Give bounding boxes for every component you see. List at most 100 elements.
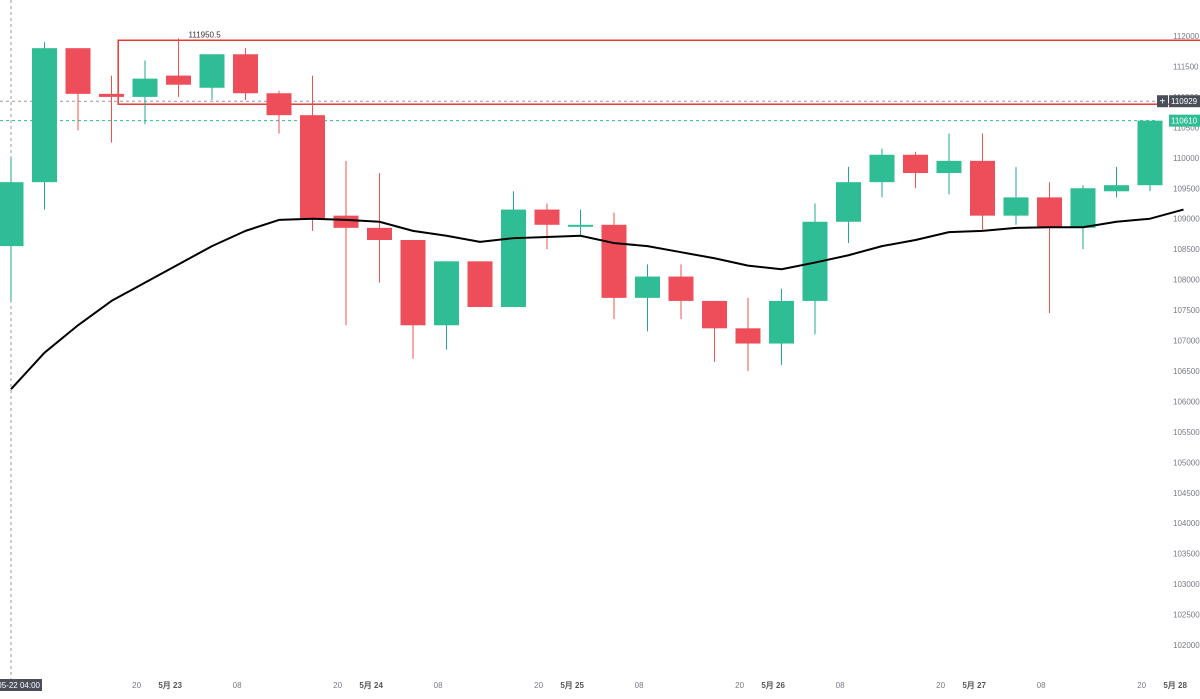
candle-up (501, 191, 526, 308)
add-alert-icon-bg (1157, 95, 1168, 108)
y-tick-label: 109000 (1173, 215, 1200, 224)
candle-body (702, 300, 727, 329)
candle-body (1037, 197, 1062, 228)
candle-body (266, 93, 292, 116)
y-axis: 1120001115001110001105001100001095001090… (1173, 32, 1200, 650)
candle-down (166, 38, 191, 97)
last-price-badge: 110610 (1169, 114, 1200, 127)
candle-body (1070, 188, 1096, 228)
candle-body (568, 224, 593, 227)
time-badge-bg (0, 679, 42, 691)
candle-up (0, 157, 24, 301)
candle-up (802, 203, 828, 335)
y-tick-label: 110500 (1173, 123, 1200, 132)
candle-down (467, 261, 493, 308)
candle-body (769, 300, 794, 344)
candle-up (635, 264, 660, 332)
candle-body (903, 154, 928, 174)
candle-body (668, 276, 694, 301)
candle-body (936, 160, 962, 174)
candle-body (501, 209, 526, 308)
candle-up (836, 166, 861, 244)
x-tick-label: 08 (434, 681, 443, 690)
candle-up (869, 148, 895, 198)
candle-body (32, 48, 57, 183)
candle-down (233, 48, 258, 100)
candle-down (400, 240, 426, 359)
y-tick-label: 106500 (1173, 367, 1200, 376)
x-tick-label: 20 (1137, 681, 1146, 690)
candle-up (32, 42, 57, 210)
candle-body (166, 75, 191, 85)
crosshair-time-badge: 2025-05-22 04:00 (0, 679, 42, 691)
candle-up (434, 261, 459, 350)
candle-up (1070, 185, 1096, 250)
candle-body (1003, 197, 1029, 216)
candle-down (367, 173, 392, 283)
price-badge-label: 110929 (1171, 97, 1198, 106)
candle-body (367, 227, 392, 241)
plus-icon: + (1160, 97, 1166, 108)
x-tick-label: 20 (132, 681, 141, 690)
candle-down (702, 300, 727, 362)
time-badge-label: 2025-05-22 04:00 (0, 681, 41, 690)
candle-body (1137, 120, 1163, 186)
y-tick-label: 103000 (1173, 580, 1200, 589)
x-tick-label: 5月 27 (962, 681, 986, 690)
y-tick-label: 109500 (1173, 184, 1200, 193)
candle-body (199, 54, 225, 88)
candle-down (300, 75, 325, 231)
candle-body (534, 209, 560, 225)
y-tick-label: 108000 (1173, 276, 1200, 285)
candle-body (65, 48, 91, 94)
candle-down (735, 297, 761, 371)
y-tick-label: 105000 (1173, 458, 1200, 467)
y-tick-label: 110000 (1173, 154, 1200, 163)
candle-body (467, 261, 493, 308)
candle-up (936, 133, 962, 195)
candle-body (333, 215, 359, 228)
candle-body (1104, 185, 1129, 192)
candle-body (735, 328, 761, 344)
candle-body (836, 182, 861, 222)
y-tick-label: 107500 (1173, 306, 1200, 315)
candle-up (1104, 166, 1129, 198)
candle-down (903, 151, 928, 189)
candle-down (668, 264, 694, 320)
candle-down (1037, 182, 1062, 314)
candle-up (568, 209, 593, 237)
x-axis: 08 20 5月 23 08 20 5月 24 08 20 5月 25 08 20 5月 26 08 20… (32, 681, 1188, 690)
x-tick-label: 20 (333, 681, 342, 690)
y-tick-label: 102000 (1173, 641, 1200, 650)
candle-body (434, 261, 459, 326)
price-badge-bg (1169, 95, 1200, 108)
candle-down (99, 75, 124, 143)
candle-body (132, 78, 158, 97)
y-tick-label: 102500 (1173, 611, 1200, 620)
y-tick-label: 111500 (1173, 62, 1199, 71)
x-tick-label: 08 (233, 681, 242, 690)
y-tick-label: 104500 (1173, 489, 1200, 498)
candle-up (1003, 166, 1029, 225)
x-tick-label: 5月 25 (560, 681, 584, 690)
candle-down (333, 160, 359, 326)
candle-body (99, 93, 124, 97)
candle-body (869, 154, 895, 183)
candle-up (132, 60, 158, 125)
resistance-zone-rect (117, 39, 1200, 105)
x-tick-label: 20 (534, 681, 543, 690)
candle-body (233, 54, 258, 94)
x-tick-label: 5月 28 (1163, 681, 1187, 690)
candle-down (65, 48, 91, 131)
candle-body (635, 276, 660, 298)
candle-body (601, 224, 627, 298)
candle-up (199, 54, 225, 100)
candle-down (534, 203, 560, 250)
candle-up (769, 288, 794, 365)
candle-body (0, 182, 24, 247)
candle-down (601, 212, 627, 320)
candle-down (266, 90, 292, 134)
x-tick-label: 08 (635, 681, 644, 690)
